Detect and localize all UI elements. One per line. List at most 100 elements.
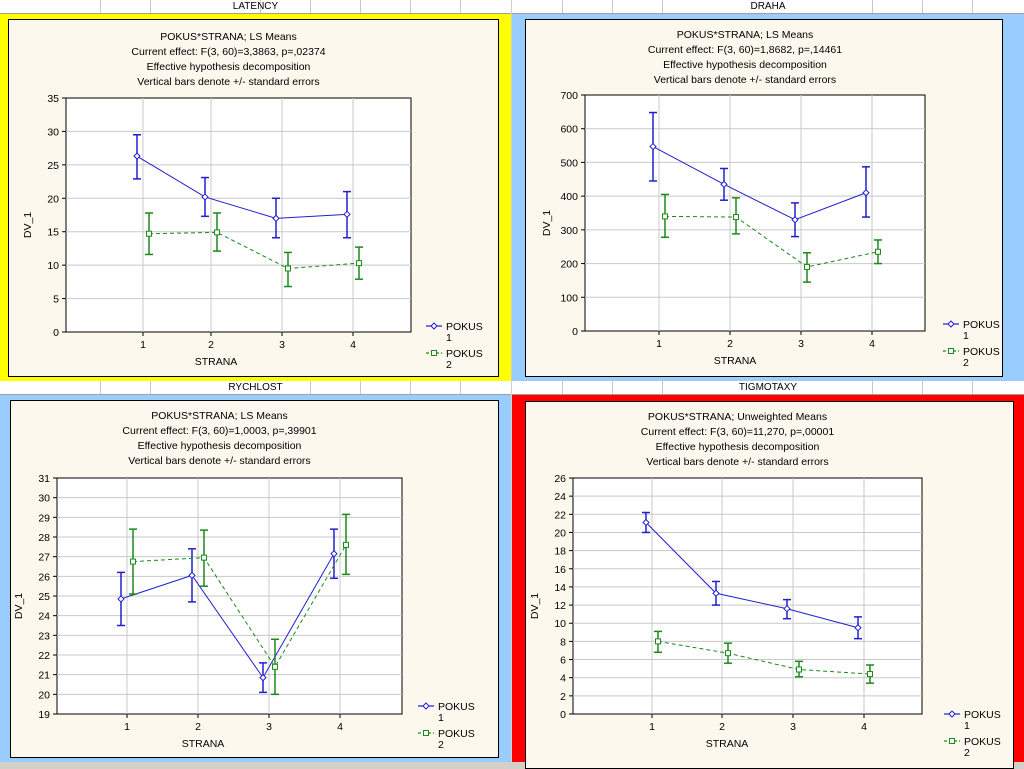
- x-axis-label: STRANA: [182, 738, 225, 750]
- data-point-pokus-2: [804, 263, 810, 270]
- tigmotaxy-chart-svg: POKUS*STRANA; Unweighted Means Current ef…: [529, 411, 1001, 759]
- tigmotaxy-header: TIGMOTAXY: [512, 381, 1024, 395]
- legend-label-pokus-2-sub: 2: [964, 747, 970, 759]
- chart-title-line: Current effect: F(3, 60)=1,0003, p=,3990…: [122, 425, 316, 437]
- y-tick-label: 25: [47, 160, 59, 172]
- data-point-pokus-2: [272, 663, 278, 670]
- chart-title-line: Vertical bars denote +/- standard errors: [646, 456, 828, 468]
- legend-label-pokus-2: POKUS: [438, 728, 475, 740]
- data-point-pokus-2: [285, 265, 291, 272]
- legend-label-pokus-2: POKUS: [446, 348, 483, 360]
- chart-title-line: Effective hypothesis decomposition: [138, 440, 302, 452]
- plot-area: [65, 97, 412, 333]
- y-axis-label: DV_1: [13, 593, 25, 619]
- data-point-pokus-1: [272, 214, 280, 223]
- legend-marker: [422, 702, 430, 710]
- legend-label-pokus-1: POKUS: [964, 709, 1001, 721]
- x-tick-label: 4: [350, 339, 356, 351]
- y-axis-label: DV_1: [529, 593, 541, 619]
- x-axis-label: STRANA: [714, 355, 757, 367]
- legend-marker: [948, 710, 956, 718]
- x-tick-label: 4: [337, 721, 343, 733]
- y-tick-label: 26: [38, 571, 50, 583]
- chart-title-line: Effective hypothesis decomposition: [663, 59, 827, 71]
- data-point-pokus-2: [867, 671, 873, 678]
- y-tick-label: 200: [560, 259, 578, 271]
- draha-header: DRAHA: [512, 0, 1024, 14]
- chart-title-line: POKUS*STRANA; LS Means: [160, 31, 297, 43]
- tigmotaxy-frame: POKUS*STRANA; Unweighted Means Current ef…: [512, 395, 1024, 769]
- y-tick-label: 10: [554, 618, 566, 630]
- legend-label-pokus-2-sub: 2: [446, 359, 452, 371]
- chart-title-line: POKUS*STRANA; LS Means: [151, 410, 288, 422]
- series-line-pokus-2: [148, 231, 360, 269]
- legend-marker: [948, 348, 954, 354]
- legend-label-pokus-2: POKUS: [963, 346, 1000, 358]
- latency-frame: POKUS*STRANA; LS Means Current effect: F(…: [0, 14, 511, 381]
- data-point-pokus-2: [343, 541, 349, 548]
- y-tick-label: 0: [572, 326, 578, 338]
- y-tick-label: 8: [560, 636, 566, 648]
- tigmotaxy-chart: POKUS*STRANA; Unweighted Means Current ef…: [525, 401, 1014, 769]
- data-point-pokus-2: [655, 638, 661, 645]
- x-tick-label: 3: [279, 339, 285, 351]
- chart-title-line: Vertical bars denote +/- standard errors: [654, 74, 836, 86]
- x-tick-label: 1: [656, 338, 662, 350]
- data-point-pokus-2: [130, 558, 136, 565]
- series-line-pokus-1: [652, 146, 867, 221]
- rychlost-frame: POKUS*STRANA; LS Means Current effect: F(…: [0, 395, 511, 762]
- y-tick-label: 30: [38, 493, 50, 505]
- draha-frame: POKUS*STRANA; LS Means Current effect: F(…: [512, 14, 1024, 381]
- legend-label-pokus-2-sub: 2: [963, 357, 969, 369]
- x-tick-label: 1: [140, 339, 146, 351]
- legend-label-pokus-1: POKUS: [446, 321, 483, 333]
- y-tick-label: 600: [560, 124, 578, 136]
- y-tick-label: 20: [554, 527, 566, 539]
- legend-marker: [423, 730, 429, 736]
- x-tick-label: 4: [869, 338, 875, 350]
- latency-chart: POKUS*STRANA; LS Means Current effect: F(…: [8, 19, 499, 377]
- data-point-pokus-1: [133, 152, 141, 160]
- y-axis-label: DV_1: [541, 210, 553, 236]
- y-tick-label: 22: [554, 509, 566, 521]
- data-point-pokus-1: [854, 624, 862, 632]
- y-tick-label: 25: [38, 591, 50, 603]
- rychlost-chart-svg: POKUS*STRANA; LS Means Current effect: F(…: [13, 410, 475, 751]
- y-tick-label: 29: [38, 512, 50, 524]
- series-line-pokus-1: [120, 553, 335, 679]
- x-tick-label: 2: [208, 339, 214, 351]
- data-point-pokus-1: [783, 605, 791, 613]
- y-tick-label: 500: [560, 157, 578, 169]
- data-point-pokus-2: [733, 214, 739, 221]
- data-point-pokus-2: [201, 554, 207, 561]
- x-tick-label: 1: [124, 721, 130, 733]
- data-point-pokus-1: [720, 180, 728, 189]
- rychlost-header-title: RYCHLOST: [228, 382, 283, 393]
- y-tick-label: 15: [47, 227, 59, 239]
- rychlost-panel: RYCHLOST POKUS*STRANA; LS Means Current e…: [0, 381, 511, 762]
- x-tick-label: 1: [649, 721, 655, 733]
- y-tick-label: 300: [560, 225, 578, 237]
- series-line-pokus-1: [645, 522, 859, 629]
- plot-area: [584, 94, 926, 332]
- x-tick-label: 3: [266, 721, 272, 733]
- legend-marker: [430, 322, 438, 330]
- chart-title-line: Effective hypothesis decomposition: [656, 441, 820, 453]
- data-point-pokus-1: [201, 193, 209, 201]
- latency-header-title: LATENCY: [232, 1, 279, 12]
- data-point-pokus-1: [343, 210, 351, 219]
- data-point-pokus-2: [214, 229, 220, 236]
- data-point-pokus-2: [725, 650, 731, 657]
- legend-label-pokus-1-sub: 1: [446, 332, 452, 344]
- y-tick-label: 31: [38, 473, 50, 485]
- x-tick-label: 3: [790, 721, 796, 733]
- chart-title-line: POKUS*STRANA; Unweighted Means: [648, 411, 827, 423]
- legend-label-pokus-1: POKUS: [438, 701, 475, 713]
- y-tick-label: 27: [38, 552, 50, 564]
- y-tick-label: 22: [38, 650, 50, 662]
- chart-title-line: Vertical bars denote +/- standard errors: [137, 76, 319, 88]
- y-tick-label: 20: [38, 689, 50, 701]
- rychlost-chart: POKUS*STRANA; LS Means Current effect: F(…: [10, 400, 499, 758]
- y-tick-label: 14: [554, 582, 566, 594]
- x-tick-label: 3: [798, 338, 804, 350]
